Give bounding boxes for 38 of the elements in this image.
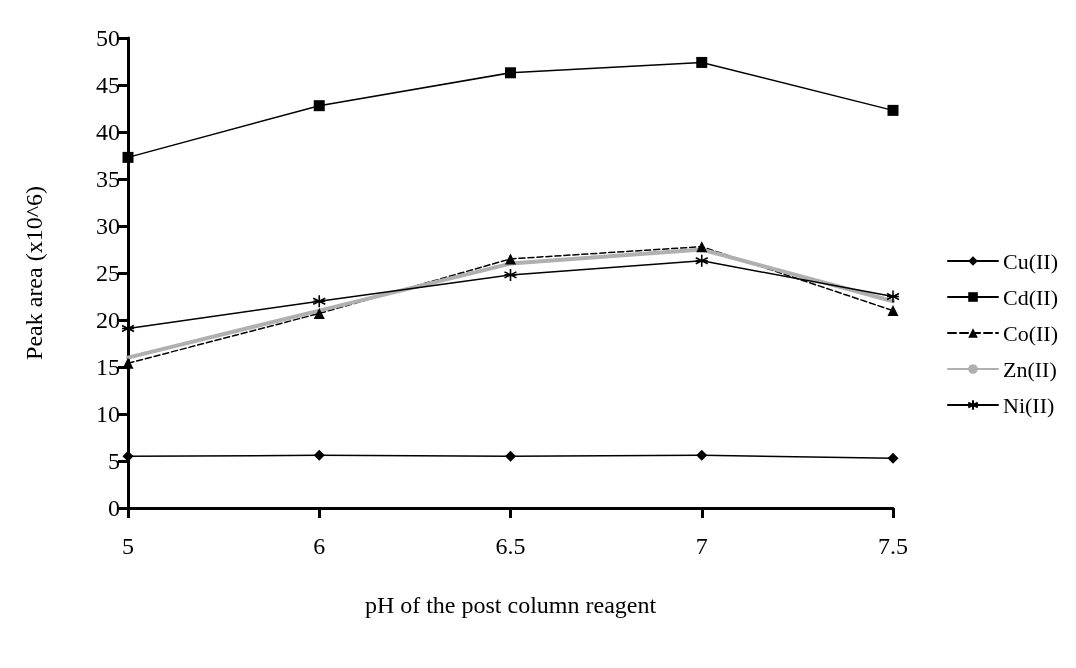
point: [696, 56, 708, 68]
x-tick-label: 7.5: [878, 533, 908, 559]
legend-label: Cd(II): [1003, 284, 1059, 310]
point: [887, 452, 899, 464]
y-tick-label: 35: [96, 166, 120, 192]
y-tick-label: 20: [96, 307, 120, 333]
y-tick-label: 30: [96, 213, 120, 239]
y-tick-label: 25: [96, 260, 120, 286]
point: [503, 268, 518, 282]
x-axis-title: pH of the post column reagent: [364, 592, 657, 618]
point: [312, 294, 327, 308]
point: [696, 449, 708, 461]
y-axis-title: Peak area (x10^6): [21, 186, 47, 360]
legend-label: Co(II): [1003, 320, 1059, 346]
legend-label: Cu(II): [1003, 248, 1059, 274]
point: [887, 305, 899, 317]
y-tick-label: 10: [96, 401, 120, 427]
point: [313, 307, 325, 319]
x-tick-label: 6.5: [495, 533, 526, 559]
point: [313, 100, 325, 112]
point: [505, 253, 516, 265]
x-tick-label: 7: [695, 533, 708, 559]
y-tick-label: 45: [96, 72, 120, 98]
point: [505, 67, 516, 79]
point: [505, 450, 516, 462]
x-tick-label: 6: [313, 533, 326, 559]
point: [313, 449, 325, 461]
legend-label: Ni(II): [1003, 392, 1055, 418]
point: [886, 289, 900, 304]
point: [696, 241, 708, 253]
y-tick-label: 5: [108, 448, 120, 474]
point: [122, 151, 134, 163]
y-tick-label: 50: [96, 25, 120, 51]
y-tick-label: 15: [96, 354, 120, 380]
point: [887, 104, 899, 116]
y-tick-label: 40: [96, 119, 120, 145]
point: [694, 253, 709, 268]
legend-label: Zn(II): [1003, 356, 1057, 382]
